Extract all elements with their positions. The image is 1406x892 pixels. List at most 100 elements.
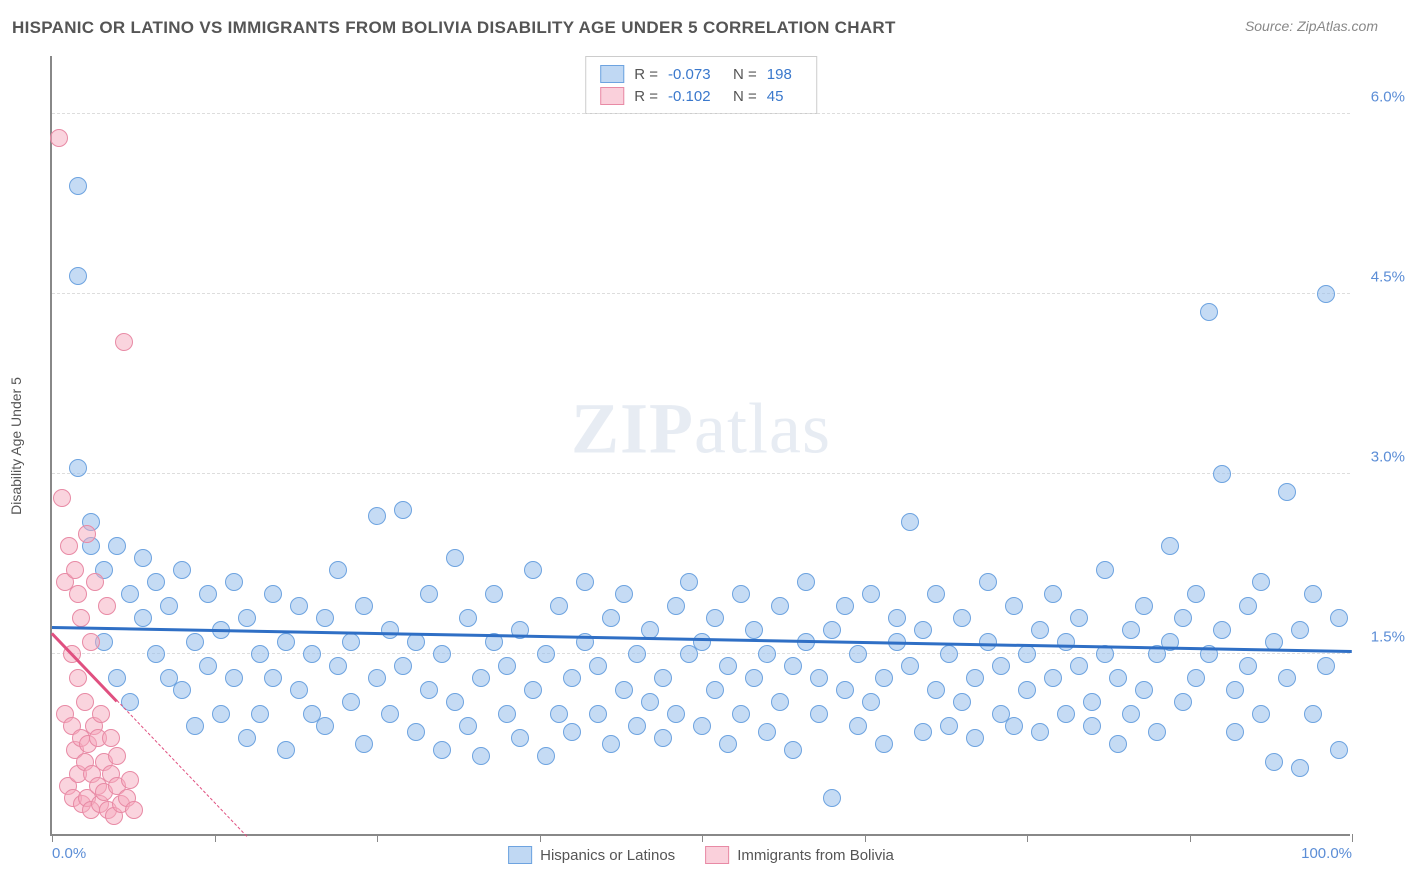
- scatter-point-blue: [1330, 609, 1348, 627]
- scatter-point-blue: [329, 561, 347, 579]
- scatter-point-blue: [680, 573, 698, 591]
- scatter-point-blue: [1109, 735, 1127, 753]
- scatter-point-blue: [1330, 741, 1348, 759]
- scatter-point-blue: [615, 585, 633, 603]
- scatter-point-blue: [381, 705, 399, 723]
- scatter-point-blue: [108, 537, 126, 555]
- scatter-point-blue: [849, 645, 867, 663]
- scatter-point-blue: [407, 633, 425, 651]
- scatter-point-pink: [102, 729, 120, 747]
- scatter-point-blue: [1187, 669, 1205, 687]
- scatter-point-blue: [810, 669, 828, 687]
- scatter-point-blue: [1031, 621, 1049, 639]
- scatter-point-blue: [329, 657, 347, 675]
- scatter-point-blue: [147, 645, 165, 663]
- scatter-point-blue: [1174, 609, 1192, 627]
- x-tick: [215, 834, 216, 842]
- scatter-point-blue: [251, 705, 269, 723]
- scatter-point-blue: [1239, 657, 1257, 675]
- scatter-point-blue: [1083, 717, 1101, 735]
- scatter-point-blue: [381, 621, 399, 639]
- y-tick-label: 4.5%: [1371, 269, 1405, 286]
- scatter-point-blue: [693, 717, 711, 735]
- scatter-point-blue: [758, 723, 776, 741]
- scatter-point-blue: [979, 633, 997, 651]
- scatter-point-blue: [1044, 669, 1062, 687]
- chart-header: HISPANIC OR LATINO VS IMMIGRANTS FROM BO…: [0, 0, 1406, 46]
- scatter-point-blue: [524, 681, 542, 699]
- scatter-point-blue: [1018, 681, 1036, 699]
- scatter-point-blue: [914, 723, 932, 741]
- scatter-point-blue: [602, 609, 620, 627]
- legend-item: Immigrants from Bolivia: [705, 846, 894, 864]
- scatter-point-blue: [1174, 693, 1192, 711]
- scatter-point-blue: [69, 267, 87, 285]
- scatter-point-pink: [98, 597, 116, 615]
- scatter-point-blue: [914, 621, 932, 639]
- scatter-point-blue: [1278, 483, 1296, 501]
- scatter-point-blue: [290, 597, 308, 615]
- scatter-point-blue: [173, 681, 191, 699]
- scatter-point-blue: [550, 705, 568, 723]
- plot-area: ZIPatlas R =-0.073N =198R =-0.102N =45 H…: [50, 56, 1350, 836]
- scatter-point-blue: [979, 573, 997, 591]
- scatter-point-blue: [1018, 645, 1036, 663]
- scatter-point-blue: [615, 681, 633, 699]
- scatter-point-pink: [108, 747, 126, 765]
- scatter-point-blue: [1044, 585, 1062, 603]
- scatter-point-blue: [459, 609, 477, 627]
- scatter-point-blue: [745, 669, 763, 687]
- stat-r-value: -0.102: [668, 88, 723, 105]
- scatter-point-blue: [992, 657, 1010, 675]
- scatter-point-blue: [1005, 597, 1023, 615]
- scatter-point-blue: [355, 597, 373, 615]
- scatter-point-blue: [927, 681, 945, 699]
- scatter-point-blue: [316, 717, 334, 735]
- scatter-point-blue: [1265, 753, 1283, 771]
- scatter-point-blue: [719, 657, 737, 675]
- correlation-stats-box: R =-0.073N =198R =-0.102N =45: [585, 56, 817, 114]
- stat-n-value: 198: [767, 66, 802, 83]
- scatter-point-blue: [485, 585, 503, 603]
- scatter-point-blue: [1005, 717, 1023, 735]
- stat-row: R =-0.102N =45: [600, 85, 802, 107]
- scatter-point-blue: [134, 549, 152, 567]
- scatter-point-blue: [121, 585, 139, 603]
- x-tick: [702, 834, 703, 842]
- y-tick-label: 3.0%: [1371, 449, 1405, 466]
- legend-swatch-pink: [600, 87, 624, 105]
- gridline-h: [52, 113, 1350, 114]
- scatter-point-blue: [719, 735, 737, 753]
- stat-r-label: R =: [634, 88, 658, 105]
- scatter-point-blue: [1122, 621, 1140, 639]
- scatter-point-blue: [875, 735, 893, 753]
- stat-r-value: -0.073: [668, 66, 723, 83]
- scatter-point-blue: [420, 585, 438, 603]
- legend-swatch-pink: [705, 846, 729, 864]
- scatter-point-blue: [1304, 705, 1322, 723]
- scatter-point-blue: [875, 669, 893, 687]
- scatter-point-blue: [433, 645, 451, 663]
- scatter-point-blue: [173, 561, 191, 579]
- stat-row: R =-0.073N =198: [600, 63, 802, 85]
- x-tick: [377, 834, 378, 842]
- scatter-point-blue: [784, 657, 802, 675]
- scatter-point-blue: [667, 597, 685, 615]
- scatter-point-blue: [472, 669, 490, 687]
- stat-n-label: N =: [733, 66, 757, 83]
- scatter-point-blue: [953, 693, 971, 711]
- gridline-h: [52, 293, 1350, 294]
- scatter-point-blue: [771, 693, 789, 711]
- scatter-point-blue: [251, 645, 269, 663]
- stat-n-value: 45: [767, 88, 802, 105]
- scatter-point-blue: [212, 705, 230, 723]
- scatter-point-blue: [1057, 705, 1075, 723]
- scatter-point-blue: [849, 717, 867, 735]
- scatter-point-blue: [186, 633, 204, 651]
- scatter-point-blue: [1096, 561, 1114, 579]
- scatter-point-blue: [706, 681, 724, 699]
- scatter-point-blue: [498, 705, 516, 723]
- scatter-point-blue: [1031, 723, 1049, 741]
- y-tick-label: 1.5%: [1371, 629, 1405, 646]
- scatter-point-blue: [433, 741, 451, 759]
